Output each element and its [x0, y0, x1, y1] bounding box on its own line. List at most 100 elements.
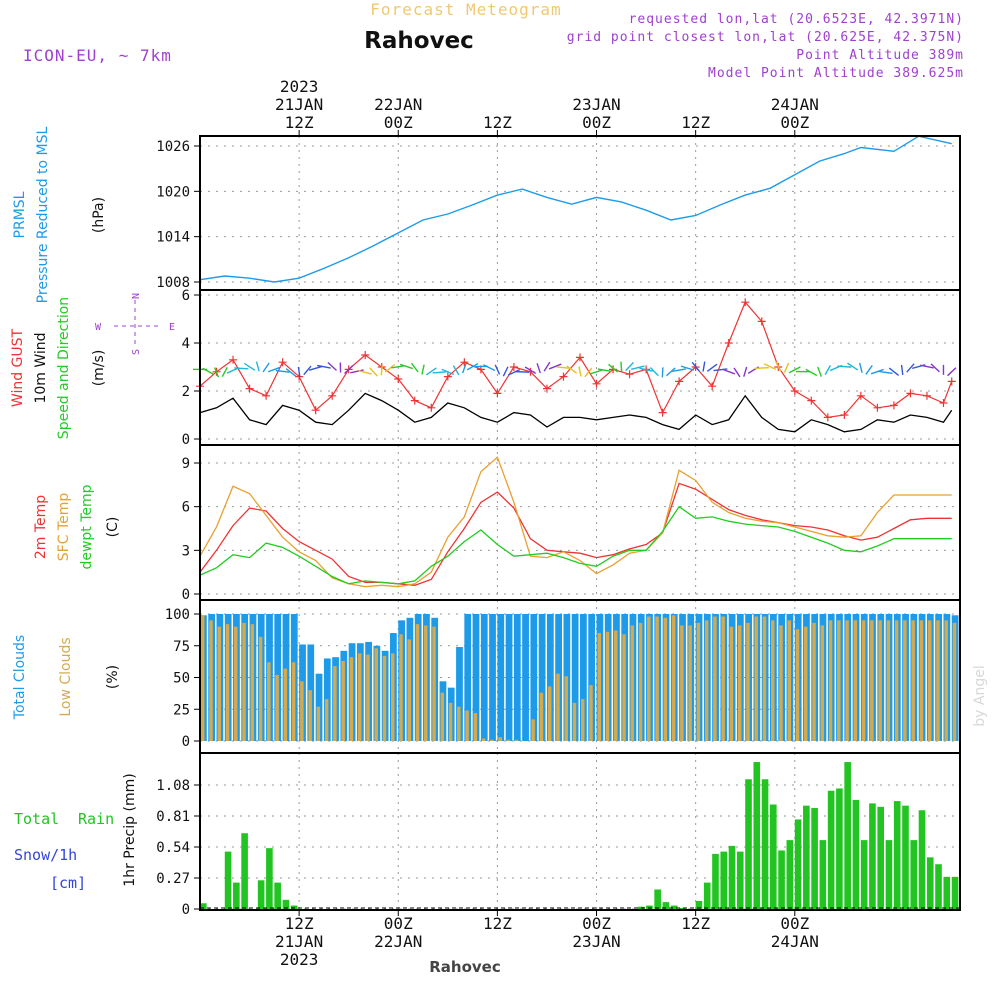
total-cloud-bar	[522, 614, 529, 741]
low-cloud-bar	[737, 625, 742, 741]
low-cloud-bar	[771, 620, 775, 741]
wind-direction-arrow	[303, 365, 312, 376]
low-cloud-bar	[283, 668, 288, 741]
wind-label-gust: Wind GUST	[10, 328, 26, 407]
wind-direction-arrow	[625, 361, 634, 372]
low-cloud-bar	[655, 616, 659, 741]
wind-direction-arrow	[369, 367, 378, 377]
low-cloud-bar	[209, 620, 213, 741]
y-tick-label: 0.27	[156, 871, 190, 887]
x-axis-top-label: 00Z	[780, 113, 809, 132]
low-cloud-bar	[597, 633, 601, 741]
y-tick-label: 1026	[156, 139, 190, 155]
y-tick-label: 75	[173, 639, 190, 655]
low-cloud-bar	[349, 657, 354, 741]
rain-bar	[902, 805, 909, 909]
low-cloud-bar	[779, 625, 783, 741]
precip-unit: 1hr Precip (mm)	[122, 773, 138, 886]
low-cloud-bar	[853, 620, 858, 741]
low-cloud-bar	[820, 625, 825, 741]
total-cloud-bar	[472, 614, 480, 741]
rain-bar	[778, 850, 785, 909]
wind-direction-arrow	[380, 365, 383, 376]
wind-direction-arrow	[425, 367, 437, 376]
wind-direction-arrow	[308, 365, 323, 371]
low-cloud-bar	[547, 686, 552, 741]
y-tick-label: 100	[165, 607, 190, 623]
cloud-label-total: Total Clouds	[12, 635, 28, 720]
rain-bar	[200, 903, 207, 909]
rain-bar	[811, 807, 818, 909]
wind-gust-marker	[741, 298, 750, 307]
wind-gust-marker	[708, 382, 717, 391]
wind-direction-arrow	[672, 368, 687, 373]
precip-label-total: Total	[14, 810, 59, 828]
low-cloud-bar	[688, 625, 692, 741]
low-cloud-bar	[878, 620, 882, 741]
wind-gust-marker	[947, 377, 956, 386]
x-axis-top-label: 12Z	[483, 113, 512, 132]
wind-direction-arrow	[691, 361, 700, 372]
wind-direction-arrow	[344, 364, 354, 375]
low-cloud-bar	[936, 620, 940, 741]
wind-gust-marker	[278, 358, 287, 367]
y-tick-label: 0	[182, 902, 190, 918]
low-cloud-bar	[399, 634, 403, 741]
wind-direction-arrow	[837, 365, 852, 368]
wind-direction-arrow	[788, 366, 801, 374]
low-cloud-bar	[870, 620, 874, 741]
x-axis-top-label: 00Z	[384, 113, 413, 132]
wind-direction-arrow	[706, 363, 718, 372]
pressure-label-prmsl: PRMSL	[12, 191, 28, 238]
low-cloud-bar	[357, 653, 362, 741]
x-axis-bottom-label: 22JAN	[374, 932, 422, 951]
y-tick-label: 1008	[156, 275, 190, 291]
low-cloud-bar	[944, 620, 948, 741]
wind-gust-marker	[906, 389, 915, 398]
rain-bar	[241, 833, 248, 909]
temp-unit: (C)	[105, 517, 121, 538]
wind-direction-arrow	[494, 364, 501, 375]
rain-bar	[679, 907, 686, 909]
wind-gust-marker	[328, 391, 337, 400]
location-title: Rahovec	[364, 28, 474, 54]
rain-bar	[233, 882, 240, 909]
rain-bar	[728, 845, 736, 909]
rain-bar	[282, 899, 290, 909]
wind-direction-arrow	[620, 361, 623, 372]
low-cloud-bar	[242, 622, 246, 741]
wind-gust-marker	[790, 387, 799, 395]
wind-direction-arrow	[666, 367, 676, 377]
total-cloud-bar	[588, 614, 596, 741]
total-cloud-bar	[480, 614, 488, 741]
point-altitude: Point Altitude 389m	[796, 48, 964, 63]
low-cloud-bar	[589, 685, 593, 741]
wind-speed-line	[199, 392, 953, 433]
wind-gust-marker	[262, 391, 271, 400]
x-axis-top-label: 22JAN	[374, 95, 422, 114]
wind-direction-arrow	[865, 364, 873, 375]
compass-n: N	[131, 293, 142, 299]
temp-2m-line	[199, 482, 952, 586]
wind-direction-arrow	[213, 367, 220, 378]
wind-gust-marker	[592, 379, 601, 388]
rain-bar	[794, 819, 802, 909]
wind-direction-arrow	[441, 368, 455, 376]
low-cloud-bar	[581, 699, 585, 741]
wind-direction-arrow	[783, 362, 790, 373]
wind-gust-marker	[757, 317, 766, 326]
low-cloud-bar	[845, 620, 849, 741]
y-tick-label: 0	[182, 587, 190, 603]
low-cloud-bar	[556, 673, 560, 741]
low-cloud-bar	[333, 666, 337, 741]
rain-bar	[844, 762, 851, 909]
rain-bar	[224, 851, 232, 909]
low-cloud-bar	[762, 616, 767, 741]
rain-bar	[753, 762, 761, 909]
rain-bar	[910, 840, 918, 909]
x-axis-top-label: 12Z	[285, 113, 314, 132]
wind-direction-arrow	[754, 366, 769, 370]
low-cloud-bar	[638, 622, 643, 741]
wind-direction-arrow	[410, 362, 419, 373]
